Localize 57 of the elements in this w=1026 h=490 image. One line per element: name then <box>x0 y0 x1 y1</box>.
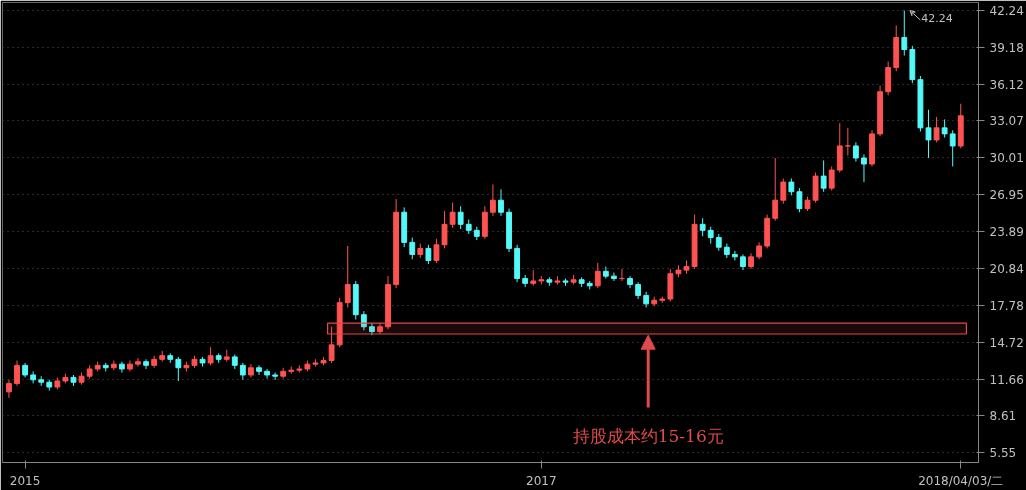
candlestick <box>344 245 351 308</box>
y-tick-label: 5.55 <box>989 446 1017 461</box>
candlestick <box>699 217 706 237</box>
candlestick <box>941 118 948 139</box>
candlestick <box>6 379 12 399</box>
candlestick <box>425 244 432 265</box>
x-tick-label: 2017 <box>526 473 557 488</box>
candlestick <box>360 310 367 331</box>
y-tick-label: 30.01 <box>989 151 1024 166</box>
candlestick <box>441 210 448 249</box>
y-tick-label: 39.18 <box>989 40 1024 55</box>
candlestick <box>949 129 956 167</box>
candlestick <box>207 346 214 366</box>
candlestick <box>844 127 851 157</box>
candlestick <box>433 238 440 264</box>
candlestick <box>820 159 827 193</box>
y-tick-label: 14.72 <box>989 335 1024 350</box>
band-label: 持股成本约15-16元 <box>572 426 724 446</box>
candlestick <box>772 157 779 222</box>
candlestick <box>933 116 940 143</box>
annotation: 42.24 <box>921 11 953 25</box>
y-tick-label: 42.24 <box>989 3 1024 18</box>
candlestick <box>861 153 867 183</box>
candlestick <box>143 358 149 370</box>
candlestick <box>256 364 262 376</box>
candlestick <box>175 356 182 382</box>
y-tick-label: 8.61 <box>989 409 1017 424</box>
candlestick <box>901 9 908 57</box>
x-tick-label: 2015 <box>9 473 41 488</box>
candlestick <box>610 272 617 282</box>
y-tick-label: 20.84 <box>989 261 1024 276</box>
candlestick <box>490 184 496 217</box>
candlestick <box>780 178 787 205</box>
candlestick <box>498 188 504 217</box>
candlestick <box>135 357 141 368</box>
candlestick <box>731 250 738 261</box>
candlestick <box>328 326 335 364</box>
y-tick-label: 26.95 <box>989 188 1024 203</box>
x-tick-label: 2018/04/03/二 <box>918 473 1004 488</box>
candlestick <box>594 262 601 289</box>
candlestick <box>369 322 375 336</box>
candlestick <box>409 237 416 260</box>
candlestick <box>828 165 835 192</box>
candlestick <box>796 187 803 213</box>
candlestick <box>377 322 383 335</box>
candlestick <box>852 141 859 163</box>
candlestick <box>264 368 270 380</box>
candlestick <box>14 360 20 387</box>
y-tick-label: 11.66 <box>989 372 1024 387</box>
candlestick <box>272 372 279 381</box>
candlestick <box>449 202 456 229</box>
y-tick-label: 33.07 <box>989 114 1024 129</box>
candlestick <box>925 109 932 159</box>
y-tick-label: 17.78 <box>989 298 1024 313</box>
y-tick-label: 23.89 <box>989 225 1024 240</box>
candlestick <box>457 205 464 230</box>
y-tick-label: 36.12 <box>989 77 1024 92</box>
